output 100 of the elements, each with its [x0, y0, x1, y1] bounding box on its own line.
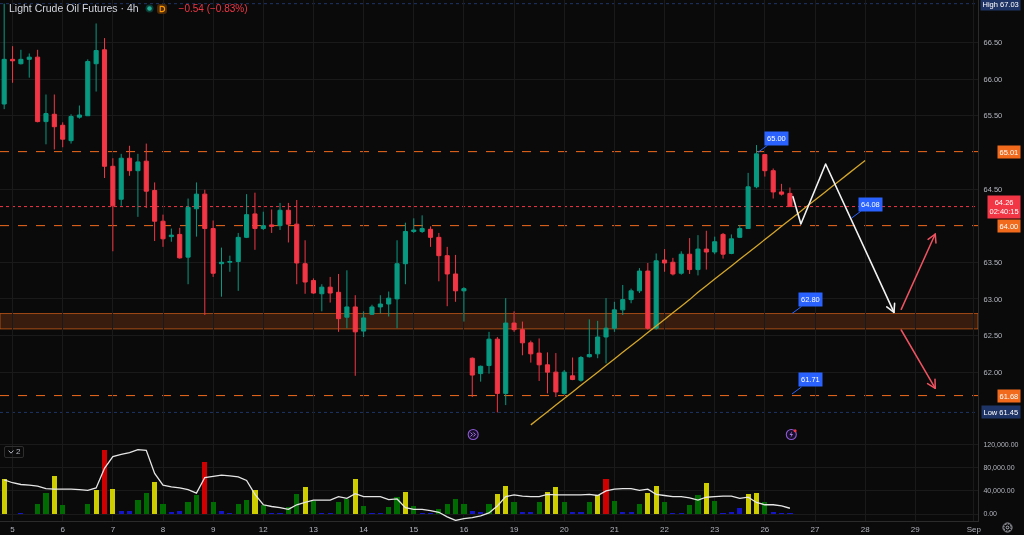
candlestick — [611, 301, 617, 333]
x-tick-label: 13 — [309, 524, 319, 534]
bar — [553, 486, 559, 515]
candlestick — [444, 246, 450, 307]
bar — [218, 511, 225, 515]
bar — [235, 504, 241, 515]
candlestick — [319, 283, 325, 312]
x-tick-label: 7 — [110, 524, 116, 534]
bar — [160, 503, 166, 515]
candlestick — [93, 22, 99, 93]
candlestick — [35, 49, 41, 123]
candlestick — [528, 340, 534, 364]
bar — [126, 511, 133, 515]
candlestick — [620, 284, 626, 316]
annotation: 2 — [16, 447, 21, 457]
bar — [143, 492, 149, 515]
candlestick — [419, 214, 425, 234]
candlestick — [269, 209, 275, 234]
bar — [352, 478, 358, 515]
candlestick — [712, 236, 718, 255]
bar — [51, 476, 57, 515]
candlestick — [352, 294, 358, 377]
candlestick — [118, 153, 124, 207]
x-tick-label: 26 — [760, 524, 770, 534]
candlestick — [9, 45, 16, 84]
candlestick — [436, 232, 442, 282]
bar — [252, 490, 258, 515]
candlestick — [177, 227, 183, 260]
bar — [695, 495, 701, 515]
bar — [93, 490, 99, 515]
candlestick — [369, 304, 375, 316]
x-tick-label: 8 — [160, 524, 166, 534]
bar — [294, 494, 300, 515]
bar — [661, 502, 668, 515]
bar — [586, 501, 592, 515]
candlestick — [277, 202, 283, 231]
bar — [687, 504, 693, 515]
x-tick-label: 12 — [258, 524, 269, 534]
bar — [703, 482, 709, 515]
x-tick-label: 14 — [359, 524, 369, 534]
bar — [110, 489, 116, 515]
bar — [595, 495, 601, 515]
candlestick — [461, 286, 467, 323]
bar — [1, 479, 7, 515]
candlestick — [76, 104, 82, 118]
candlestick — [645, 262, 651, 331]
candlestick — [101, 37, 108, 179]
candlestick — [678, 250, 684, 276]
candlestick — [586, 318, 592, 358]
candlestick — [18, 49, 24, 65]
bar — [135, 500, 141, 515]
candlestick — [578, 355, 584, 383]
bar — [302, 486, 308, 515]
candlestick — [728, 233, 734, 255]
x-tick-label: 23 — [710, 524, 720, 534]
bar — [43, 492, 49, 515]
candlestick — [737, 224, 743, 239]
candlestick — [570, 356, 576, 381]
bar — [35, 503, 41, 515]
bar — [202, 461, 208, 515]
candlestick — [661, 248, 668, 273]
candlestick — [544, 351, 551, 394]
bar — [712, 501, 718, 515]
candlestick — [127, 145, 133, 177]
candlestick — [386, 291, 392, 317]
chart-title: Light Crude Oil Futures · 4h — [9, 2, 139, 15]
bar — [645, 493, 651, 515]
candlestick — [218, 247, 225, 298]
candlestick — [519, 321, 525, 356]
candlestick — [1, 3, 7, 110]
bar — [60, 505, 66, 515]
bar — [260, 504, 266, 515]
candlestick — [227, 255, 233, 273]
bar — [503, 486, 509, 515]
candlestick — [486, 331, 492, 375]
bar — [185, 502, 191, 515]
x-tick-label: 9 — [210, 524, 216, 534]
candlestick — [43, 94, 49, 145]
bar — [177, 511, 183, 515]
candlestick — [344, 269, 350, 329]
candlestick — [653, 252, 659, 331]
bar — [444, 503, 450, 515]
bar — [561, 502, 567, 515]
bar — [636, 503, 643, 515]
candlestick — [361, 310, 367, 338]
candlestick — [85, 58, 91, 117]
bar — [386, 506, 392, 515]
candlestick — [68, 113, 74, 145]
line-series — [3, 449, 791, 521]
candlestick — [26, 52, 32, 79]
candlestick — [745, 172, 751, 230]
x-tick-label: 27 — [810, 524, 820, 534]
bar — [193, 494, 200, 515]
bar — [152, 481, 158, 515]
candlestick — [553, 352, 559, 398]
x-tick-label: 28 — [860, 524, 871, 534]
candlestick — [478, 365, 484, 383]
candlestick — [168, 228, 174, 243]
candlestick — [603, 297, 609, 364]
candlestick — [494, 336, 500, 413]
